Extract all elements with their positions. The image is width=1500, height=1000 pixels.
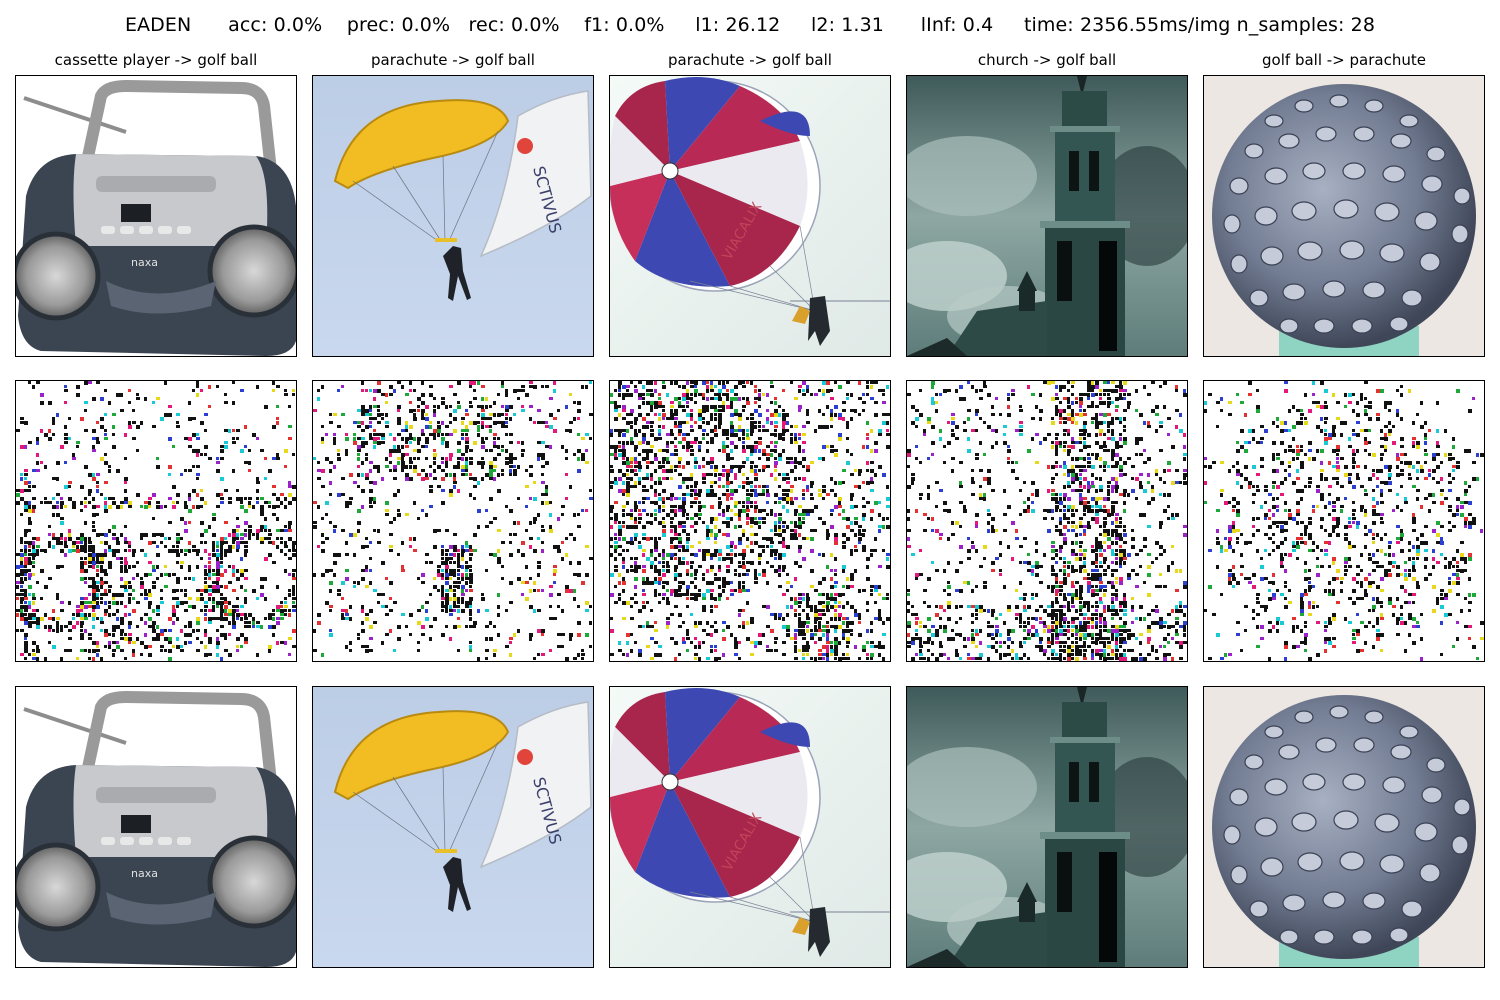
- original-image-church: [906, 75, 1188, 357]
- column-title-1: cassette player -> golf ball: [54, 51, 258, 69]
- column-title-3: parachute -> golf ball: [668, 51, 832, 69]
- column-title-2: parachute -> golf ball: [371, 51, 535, 69]
- original-image-golf-ball: [1203, 75, 1485, 357]
- original-image-parachute-striped: [609, 75, 891, 357]
- adversarial-image-parachute-yellow: [312, 686, 594, 968]
- perturbation-map-parachute-striped: [609, 380, 891, 662]
- adversarial-image-church: [906, 686, 1188, 968]
- adversarial-image-parachute-striped: [609, 686, 891, 968]
- perturbation-map-parachute-yellow: [312, 380, 594, 662]
- perturbation-map-church: [906, 380, 1188, 662]
- perturbation-map-cassette-player: [15, 380, 297, 662]
- column-title-4: church -> golf ball: [977, 51, 1117, 69]
- perturbation-map-golf-ball: [1203, 380, 1485, 662]
- original-image-parachute-yellow: [312, 75, 594, 357]
- column-title-5: golf ball -> parachute: [1262, 51, 1426, 69]
- figure-title: EADEN acc: 0.0% prec: 0.0% rec: 0.0% f1:…: [124, 14, 1376, 36]
- adversarial-image-golf-ball: [1203, 686, 1485, 968]
- original-image-cassette-player: [15, 75, 297, 357]
- adversarial-image-cassette-player: [15, 686, 297, 968]
